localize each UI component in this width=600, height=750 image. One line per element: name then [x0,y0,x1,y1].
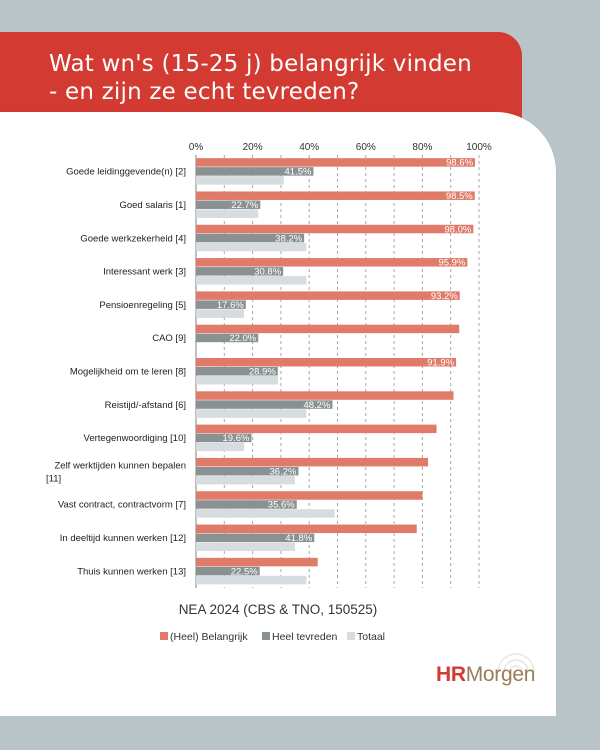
data-label: 22.5% [231,566,258,577]
bar-totaal [196,309,245,318]
x-tick-label: 0% [189,142,204,153]
category-label: Goede leidinggevende(n) [2] [66,167,186,178]
bar-tevreden [196,433,252,443]
x-tick-label: 60% [356,142,376,153]
bar-belangrijk [196,391,454,400]
category-label: Vast contract, contractvorm [7] [58,500,186,511]
data-label: 41.5% [285,167,312,178]
page-title-line-1: Wat wn's (15-25 j) belangrijk vinden [49,51,472,77]
data-label: 41.8% [285,533,312,544]
logo-part-hr: HR [436,663,466,686]
data-label: 19.6% [223,433,250,444]
bar-tevreden [196,267,284,276]
legend-item-totaal-swatch [347,632,355,640]
logo: HRMorgen [436,663,535,687]
data-label: 35.6% [268,500,295,511]
bar-tevreden [196,400,333,409]
data-label: 98.5% [446,191,473,202]
data-label: 22.0% [229,333,256,344]
chart-title: NEA 2024 (CBS & TNO, 150525) [179,602,378,617]
bar-totaal [196,176,284,185]
category-label: Zelf werktijden kunnen bepalen [54,460,186,471]
bar-belangrijk [196,191,475,200]
legend-item-totaal-label: Totaal [357,631,385,643]
logo-signal-icon [497,653,535,673]
data-label: 36.2% [270,466,297,477]
bar-tevreden [196,367,278,376]
bar-belangrijk [196,457,429,467]
page-title-line-2: - en zijn ze echt tevreden? [49,79,360,105]
bar-totaal [196,442,245,452]
bar-totaal [196,509,335,518]
bar-tevreden [196,300,246,309]
bar-belangrijk [196,324,460,334]
category-label: Reistijd/-afstand [6] [105,400,186,411]
legend-item-tevreden-swatch [262,632,270,640]
category-label: Goede werkzekerheid [4] [80,233,186,244]
x-tick-label: 100% [466,142,492,153]
category-label: In deeltijd kunnen werken [12] [60,533,186,544]
bar-totaal [196,409,307,418]
bar-belangrijk [196,258,468,267]
bar-totaal [196,242,307,252]
bar-tevreden [196,466,299,476]
data-label: 48.2% [303,400,330,411]
bar-belangrijk [196,158,476,167]
category-label: CAO [9] [152,333,186,344]
bar-tevreden [196,566,260,576]
bar-tevreden [196,500,297,509]
bar-tevreden [196,333,259,343]
x-tick-label: 20% [243,142,263,153]
category-label: Vertegenwoordiging [10] [84,433,186,444]
legend-item-belangrijk-swatch [160,632,168,640]
category-label: [11] [46,473,61,484]
bar-totaal [196,475,296,485]
category-label: Pensioenregeling [5] [99,300,186,311]
legend-item-tevreden-label: Heel tevreden [272,631,338,643]
bar-belangrijk [196,291,460,300]
header-banner [0,32,522,126]
bar-totaal [196,542,296,552]
bar-totaal [196,575,307,585]
x-tick-label: 40% [299,142,319,153]
data-label: 95.9% [438,258,465,269]
category-label: Thuis kunnen werken [13] [77,566,186,577]
data-label: 98.0% [444,224,471,235]
category-label: Interessant werk [3] [103,267,186,278]
legend-item-belangrijk-label: (Heel) Belangrijk [170,631,248,643]
data-label: 93.2% [431,291,458,302]
bar-tevreden [196,533,315,543]
data-label: 98.6% [446,158,473,169]
data-label: 22.7% [231,200,258,211]
page-title: Wat wn's (15-25 j) belangrijk vinden - e… [49,50,509,106]
bar-tevreden [196,167,314,176]
bar-totaal [196,209,259,218]
data-label: 91.9% [427,358,454,369]
bar-belangrijk [196,224,474,234]
bar-tevreden [196,200,261,209]
bar-belangrijk [196,491,423,500]
bar-totaal [196,276,307,285]
data-label: 38.2% [275,233,302,244]
bottom-band [0,716,600,750]
x-tick-label: 80% [412,142,432,153]
logo-part-morgen: Morgen [465,663,536,686]
data-label: 28.9% [249,367,276,378]
bar-belangrijk [196,424,437,434]
bar-belangrijk [196,557,318,567]
bar-belangrijk [196,524,417,534]
data-label: 17.6% [217,300,244,311]
category-label: Mogelijkheid om te leren [8] [70,367,186,378]
data-label: 30.8% [254,267,281,278]
bar-tevreden [196,233,305,243]
category-label: Goed salaris [1] [119,200,186,211]
bar-belangrijk [196,358,457,367]
bar-totaal [196,376,279,385]
